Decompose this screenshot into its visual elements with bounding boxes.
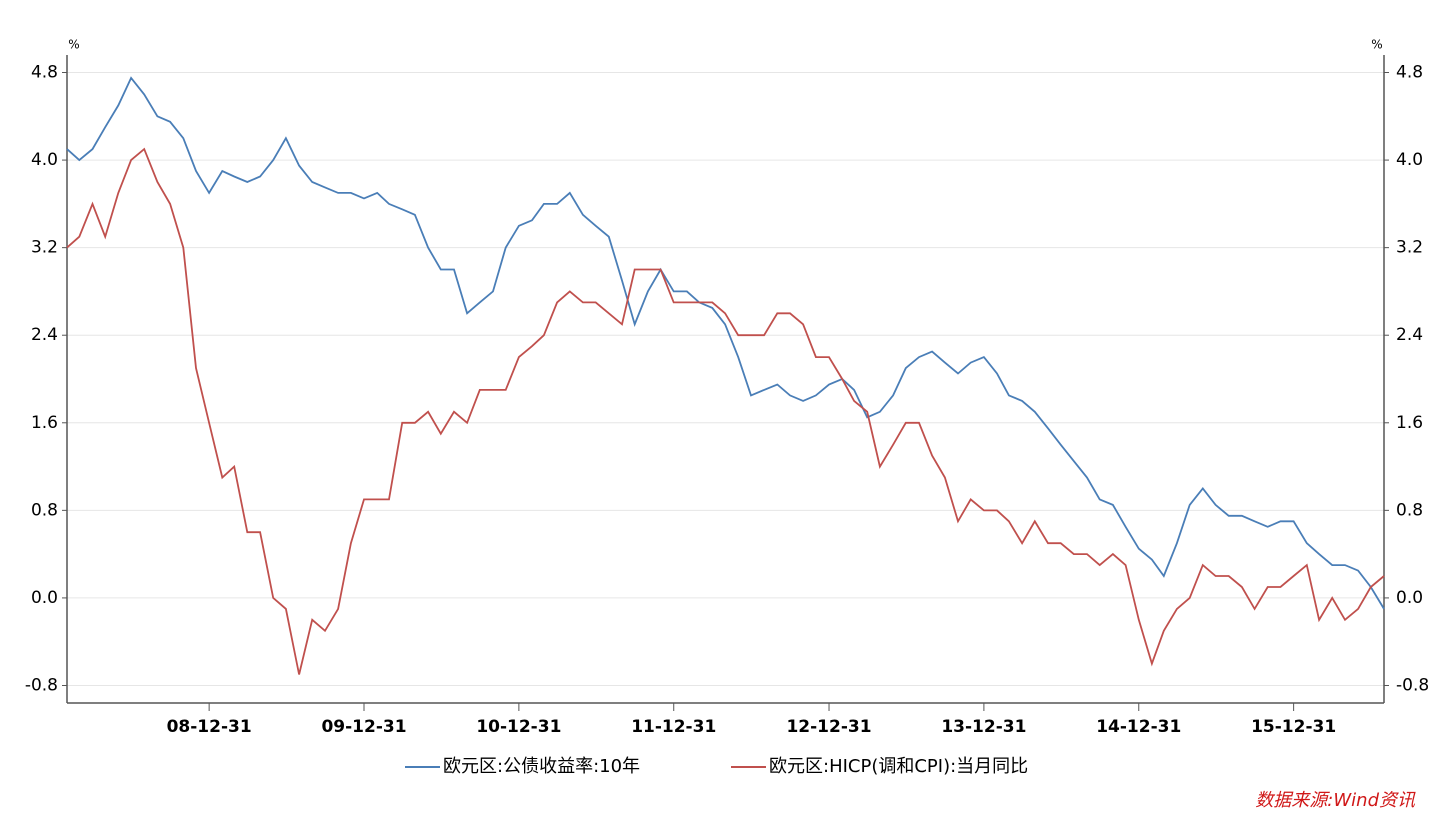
y2-tick-label: 0.8	[1396, 500, 1423, 520]
y2-tick-label: 4.8	[1396, 63, 1423, 83]
x-tick-label: 12-12-31	[786, 717, 871, 737]
x-tick-label: 15-12-31	[1251, 717, 1336, 737]
y2-tick-label: -0.8	[1396, 675, 1429, 695]
y-tick-label: 4.0	[31, 150, 58, 170]
series-line	[66, 147, 1385, 675]
y-tick-label: -0.8	[25, 675, 58, 695]
x-tick-label: 10-12-31	[476, 717, 561, 737]
y-unit: %	[68, 38, 79, 52]
y2-tick-label: 4.0	[1396, 150, 1423, 170]
x-tick-label: 14-12-31	[1096, 717, 1181, 737]
y-tick-label: 2.4	[31, 325, 58, 345]
y-tick-label: 4.8	[31, 63, 58, 83]
y2-tick-label: 0.0	[1396, 588, 1423, 608]
series-line	[66, 76, 1385, 610]
x-tick-label: 11-12-31	[631, 717, 716, 737]
y-tick-label: 1.6	[31, 413, 58, 433]
y-tick-label: 3.2	[31, 238, 58, 258]
y-tick-label: 0.0	[31, 588, 58, 608]
legend-label: 欧元区:公债收益率:10年	[443, 756, 640, 777]
x-tick-label: 08-12-31	[167, 717, 252, 737]
source-note: 数据来源:Wind资讯	[1255, 790, 1416, 811]
y-tick-label: 0.8	[31, 500, 58, 520]
x-tick-label: 09-12-31	[321, 717, 406, 737]
y2-tick-label: 1.6	[1396, 413, 1423, 433]
y2-unit: %	[1371, 38, 1382, 52]
x-tick-label: 13-12-31	[941, 717, 1026, 737]
legend-label: 欧元区:HICP(调和CPI):当月同比	[769, 756, 1028, 777]
y2-tick-label: 2.4	[1396, 325, 1423, 345]
y2-tick-label: 3.2	[1396, 238, 1423, 258]
